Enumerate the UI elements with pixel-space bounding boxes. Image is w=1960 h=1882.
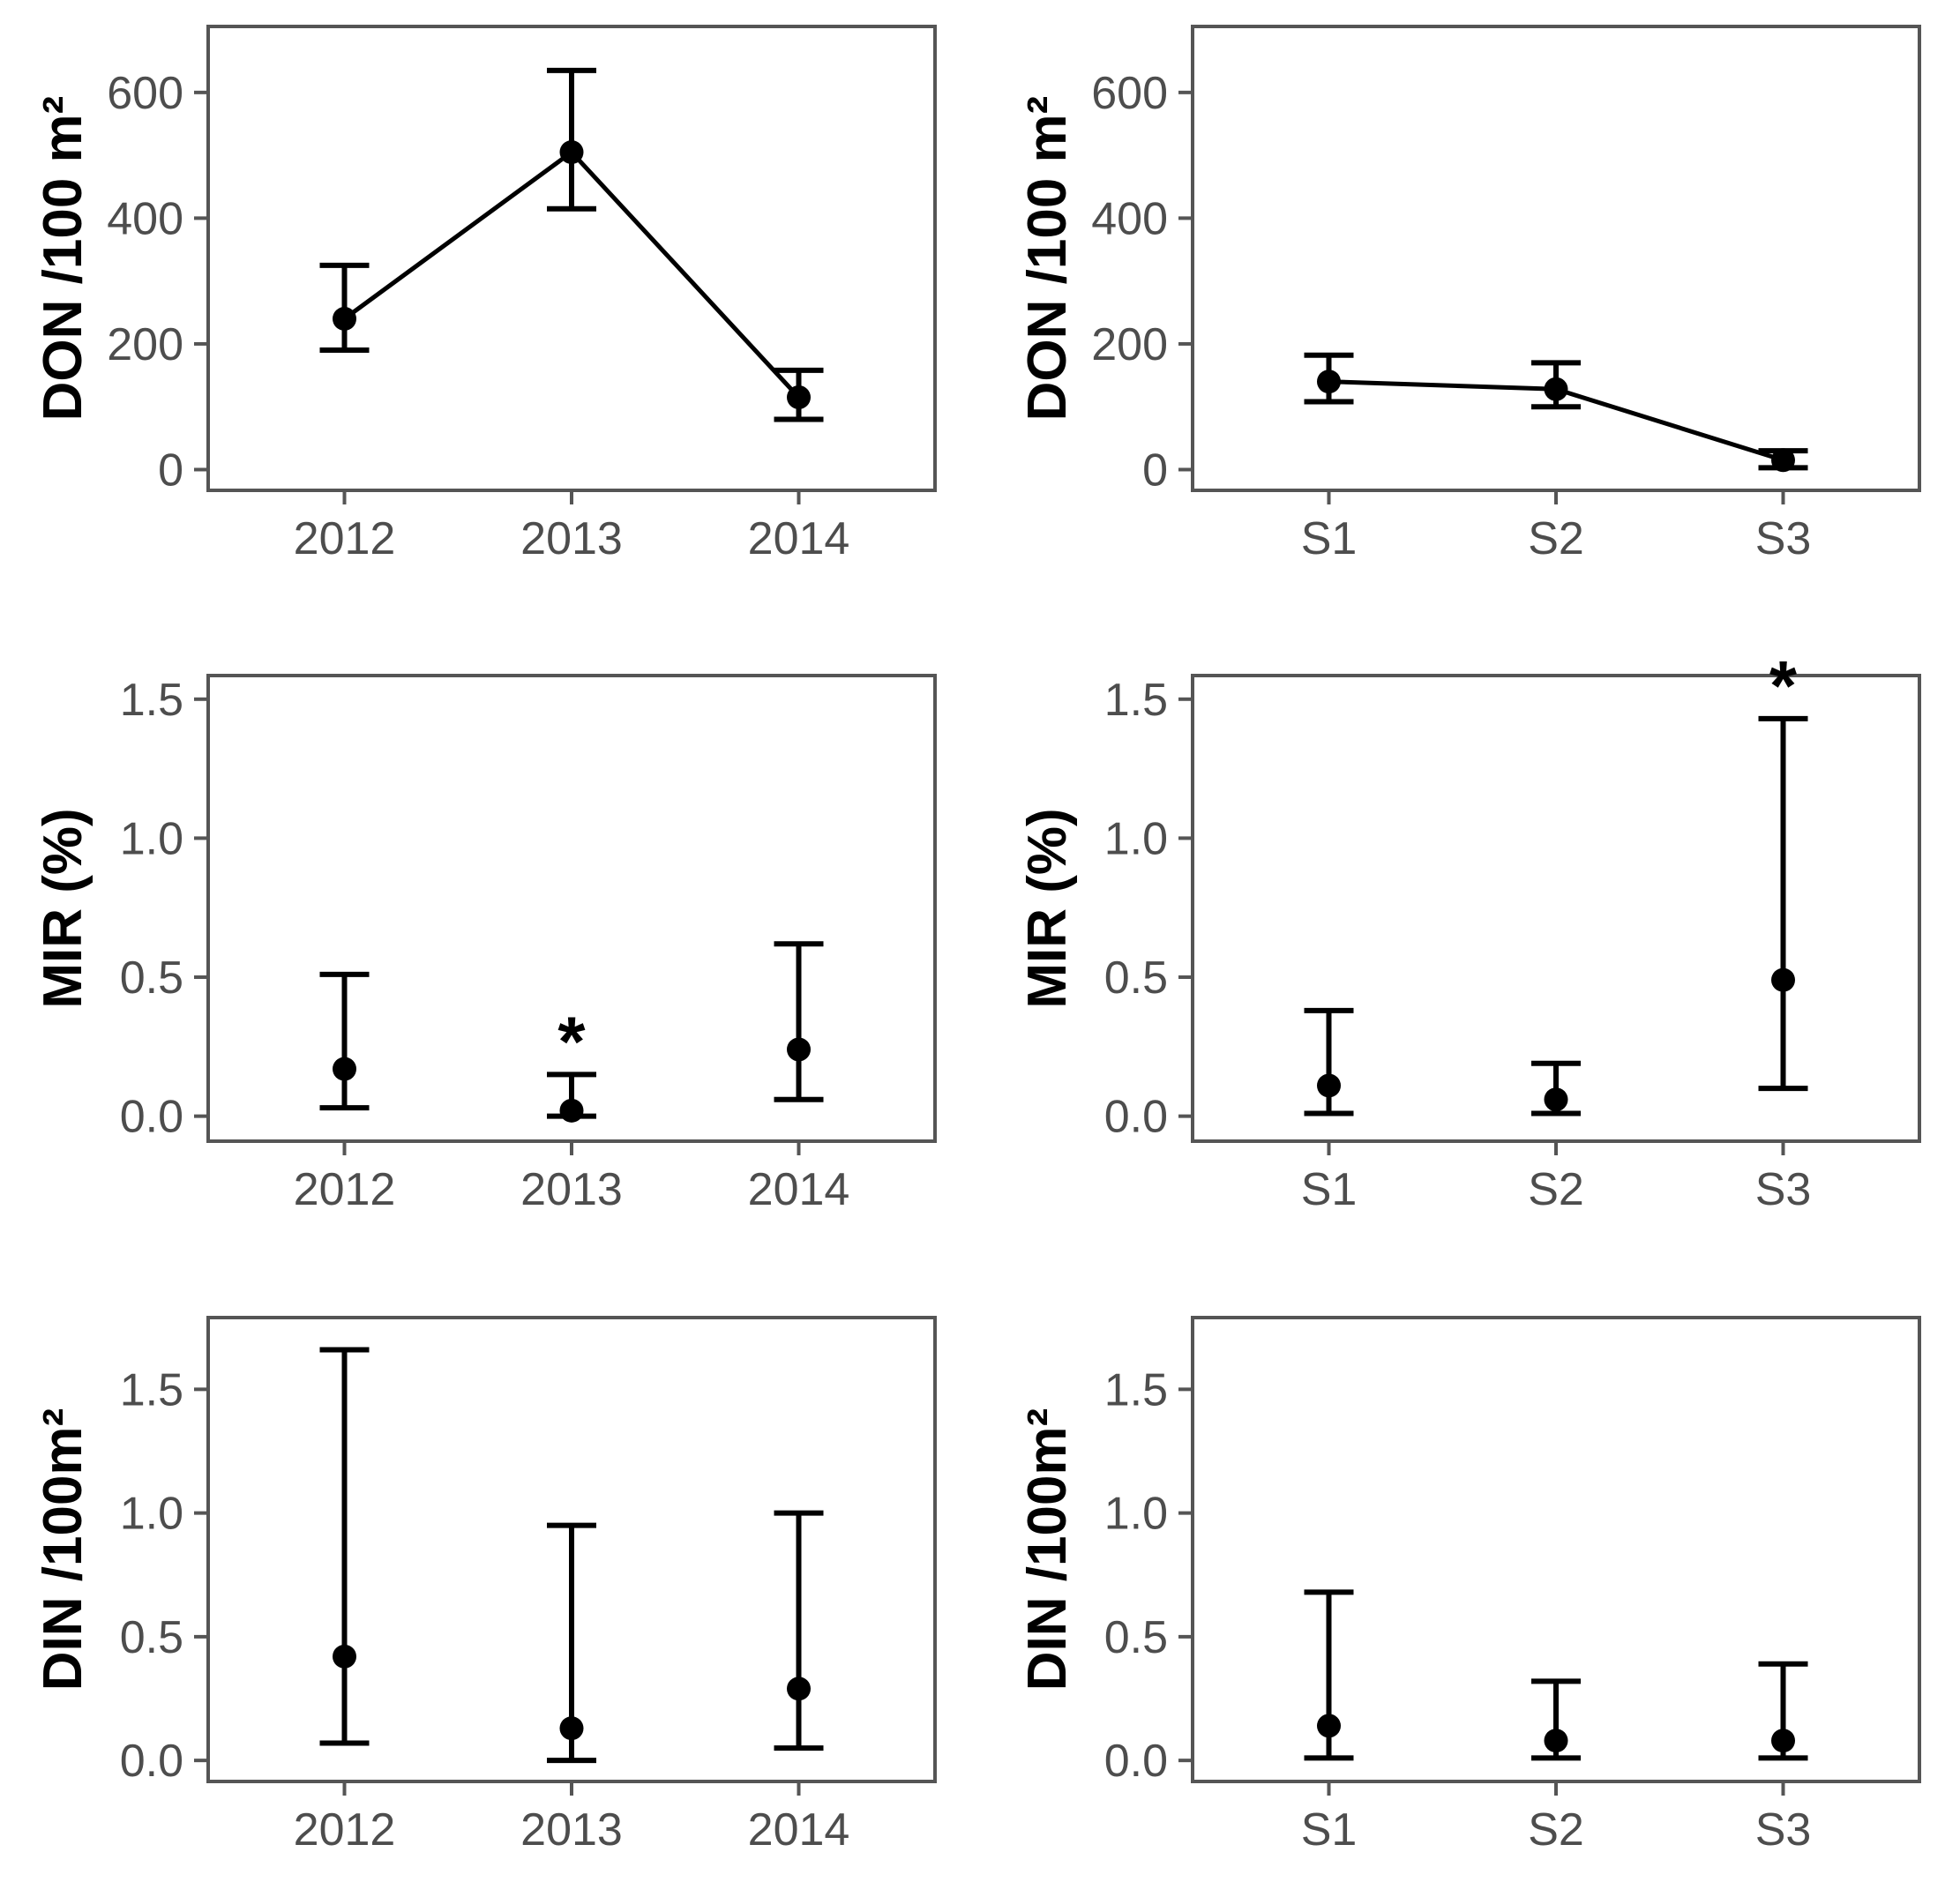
x-tick-label: 2012 xyxy=(294,1164,396,1215)
y-tick-label: 0.0 xyxy=(1104,1092,1168,1143)
data-point xyxy=(1544,1729,1568,1753)
y-tick-label: 1.0 xyxy=(120,813,183,864)
x-tick-label: S3 xyxy=(1755,513,1812,564)
y-tick-label: 1.5 xyxy=(1104,1364,1168,1415)
data-point xyxy=(333,1644,356,1669)
x-tick-label: S2 xyxy=(1528,1164,1584,1215)
y-axis-title-din-year: DIN /100m² xyxy=(33,1408,94,1692)
y-tick-label: 0.5 xyxy=(1104,952,1168,1004)
y-tick-label: 0.0 xyxy=(120,1092,183,1143)
y-tick-label: 0 xyxy=(1142,444,1168,496)
data-point xyxy=(787,1037,811,1062)
x-tick-label: 2012 xyxy=(294,1804,396,1856)
y-axis-title-mir-station: MIR (%) xyxy=(1017,808,1078,1009)
y-tick-label: 600 xyxy=(1091,68,1168,119)
x-tick-label: S3 xyxy=(1755,1804,1812,1856)
y-tick-label: 600 xyxy=(107,68,183,119)
y-tick-label: 400 xyxy=(107,193,183,244)
y-axis-title-don-year: DON /100 m² xyxy=(33,95,94,422)
data-point xyxy=(1771,1729,1795,1753)
x-tick-label: S1 xyxy=(1301,1804,1358,1856)
x-tick-label: S3 xyxy=(1755,1164,1812,1215)
x-tick-label: 2013 xyxy=(520,1804,623,1856)
x-tick-label: S1 xyxy=(1301,513,1358,564)
y-tick-label: 400 xyxy=(1091,193,1168,244)
x-tick-label: 2014 xyxy=(748,1164,850,1215)
x-tick-label: 2013 xyxy=(520,1164,623,1215)
x-tick-label: 2013 xyxy=(520,513,623,564)
y-tick-label: 0.0 xyxy=(120,1736,183,1787)
data-point xyxy=(1317,1714,1341,1738)
data-point xyxy=(1544,377,1568,401)
x-tick-label: S2 xyxy=(1528,1804,1584,1856)
x-tick-label: S1 xyxy=(1301,1164,1358,1215)
y-tick-label: 200 xyxy=(107,319,183,370)
y-tick-label: 0.0 xyxy=(1104,1736,1168,1787)
data-point xyxy=(787,1677,811,1701)
y-tick-label: 0 xyxy=(158,444,183,496)
x-tick-label: 2012 xyxy=(294,513,396,564)
data-point xyxy=(1544,1087,1568,1112)
data-point xyxy=(1771,448,1795,473)
x-tick-label: 2014 xyxy=(748,513,850,564)
data-point xyxy=(559,1098,584,1123)
y-tick-label: 1.5 xyxy=(120,1364,183,1415)
y-tick-label: 0.5 xyxy=(120,1612,183,1663)
significance-asterisk: * xyxy=(557,1002,586,1080)
y-tick-label: 200 xyxy=(1091,319,1168,370)
data-point xyxy=(559,140,584,165)
y-tick-label: 0.5 xyxy=(120,952,183,1004)
x-tick-label: 2014 xyxy=(748,1804,850,1856)
y-tick-label: 1.5 xyxy=(1104,675,1168,726)
y-axis-title-din-station: DIN /100m² xyxy=(1017,1408,1078,1692)
panel-frame xyxy=(1191,25,1921,492)
y-tick-label: 1.0 xyxy=(120,1489,183,1540)
y-tick-label: 1.0 xyxy=(1104,1489,1168,1540)
data-point xyxy=(559,1716,584,1741)
data-point xyxy=(787,385,811,410)
y-axis-title-mir-year: MIR (%) xyxy=(33,808,94,1009)
y-axis-title-don-station: DON /100 m² xyxy=(1017,95,1078,422)
y-tick-label: 1.5 xyxy=(120,675,183,726)
data-point xyxy=(1317,1073,1341,1098)
data-point xyxy=(1317,370,1341,394)
data-point xyxy=(333,306,356,331)
x-tick-label: S2 xyxy=(1528,513,1584,564)
data-point xyxy=(333,1057,356,1081)
y-tick-label: 1.0 xyxy=(1104,813,1168,864)
significance-asterisk: * xyxy=(1769,646,1798,725)
data-point xyxy=(1771,967,1795,992)
y-tick-label: 0.5 xyxy=(1104,1612,1168,1663)
